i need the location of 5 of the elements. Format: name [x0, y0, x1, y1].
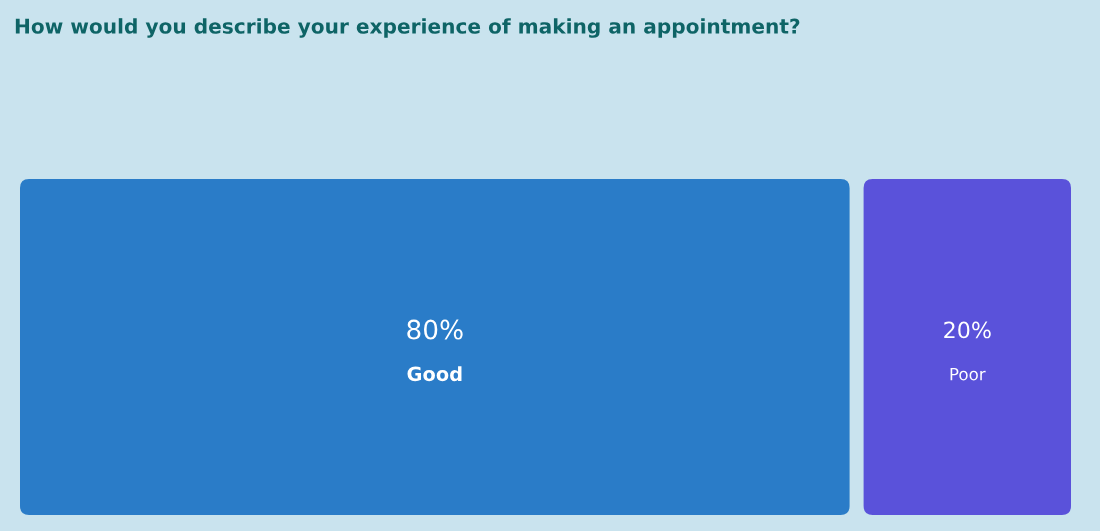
category-label: Poor: [950, 368, 986, 381]
data-label: 80%: [407, 319, 463, 340]
category-label: Good: [407, 366, 462, 382]
text: How would you describe your experience of making an appointment?: [15, 18, 800, 38]
data-label: 20%: [944, 321, 991, 339]
